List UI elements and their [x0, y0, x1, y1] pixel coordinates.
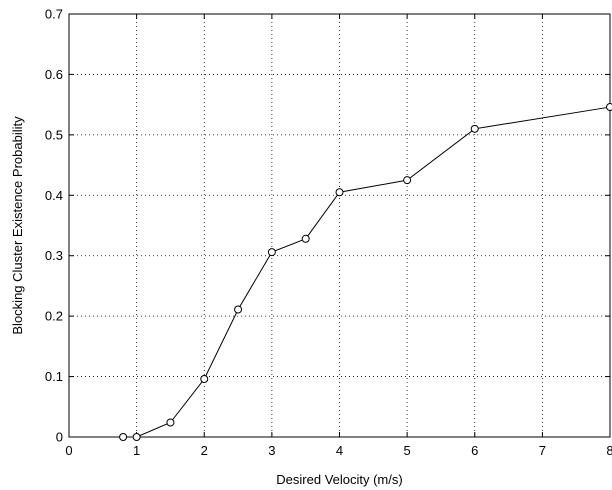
y-tick-label: 0.4 [45, 188, 63, 203]
data-point-marker [470, 124, 479, 133]
y-tick-label: 0.7 [45, 7, 63, 22]
data-point-marker [403, 176, 412, 185]
data-point-marker [200, 374, 209, 383]
x-tick-label: 5 [404, 443, 411, 458]
x-tick-label: 3 [268, 443, 275, 458]
data-point-marker [267, 248, 276, 257]
x-tick-label: 6 [471, 443, 478, 458]
data-point-marker [606, 103, 612, 112]
data-point-marker [166, 418, 175, 427]
series-layer [119, 103, 612, 441]
data-point-marker [301, 234, 310, 243]
y-tick-label: 0 [56, 430, 63, 445]
x-tick-label: 7 [539, 443, 546, 458]
data-point-marker [119, 433, 128, 441]
data-point-marker [132, 433, 141, 441]
y-tick-label: 0.3 [45, 248, 63, 263]
series-line [123, 106, 611, 438]
x-axis-label: Desired Velocity (m/s) [276, 472, 402, 487]
data-point-marker [335, 188, 344, 197]
data-point-marker [234, 305, 243, 314]
y-tick-label: 0.2 [45, 309, 63, 324]
axis-ticks: 0 1 2 3 4 5 6 7 8 0 0.1 0.2 0.3 0.4 0.5 0.6 0.7 [45, 7, 612, 459]
x-tick-label: 4 [336, 443, 343, 458]
x-tick-label: 8 [606, 443, 612, 458]
plot-frame [68, 13, 611, 438]
x-tick-label: 2 [201, 443, 208, 458]
y-axis-label: Blocking Cluster Existence Probability [10, 116, 25, 335]
x-tick-label: 0 [65, 443, 72, 458]
grid-lines [69, 14, 610, 437]
x-tick-label: 1 [133, 443, 140, 458]
y-tick-label: 0.6 [45, 67, 63, 82]
y-tick-label: 0.5 [45, 127, 63, 142]
y-tick-label: 0.1 [45, 369, 63, 384]
